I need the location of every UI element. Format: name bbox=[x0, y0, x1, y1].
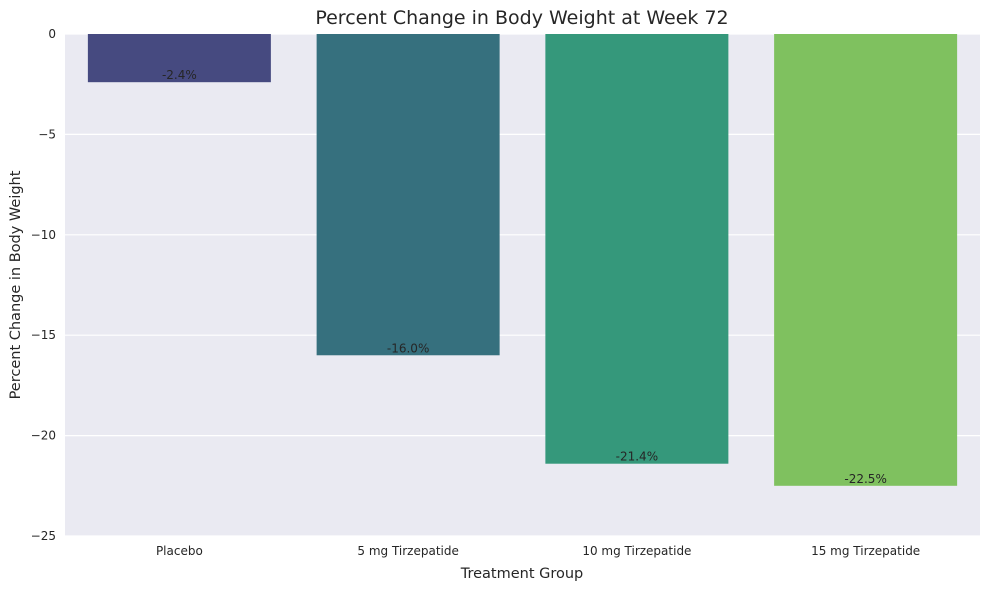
x-tick-label: 15 mg Tirzepatide bbox=[811, 544, 920, 558]
y-tick-label: −25 bbox=[31, 529, 56, 543]
x-axis-label: Treatment Group bbox=[460, 566, 584, 582]
bar bbox=[316, 34, 500, 356]
x-tick-label: 5 mg Tirzepatide bbox=[357, 544, 459, 558]
data-labels: -2.4% -16.0% -21.4% -22.5% bbox=[162, 68, 887, 486]
bar-value-label: -21.4% bbox=[616, 450, 658, 464]
bar-value-label: -16.0% bbox=[387, 341, 429, 355]
y-tick-label: −10 bbox=[31, 228, 56, 242]
bar-value-label: -2.4% bbox=[162, 68, 197, 82]
bar bbox=[545, 34, 729, 464]
bar-value-label: -22.5% bbox=[844, 472, 886, 486]
chart-title: Percent Change in Body Weight at Week 72 bbox=[315, 7, 728, 29]
y-tick-label: −5 bbox=[38, 127, 56, 141]
y-tick-label: −20 bbox=[31, 429, 56, 443]
y-tick-label: 0 bbox=[48, 27, 56, 41]
bar bbox=[87, 34, 271, 83]
y-tick-label: −15 bbox=[31, 328, 56, 342]
x-axis-ticks: Placebo 5 mg Tirzepatide 10 mg Tirzepatide… bbox=[156, 544, 920, 558]
x-tick-label: 10 mg Tirzepatide bbox=[582, 544, 691, 558]
y-axis-label: Percent Change in Body Weight bbox=[8, 170, 24, 399]
y-axis-ticks: 0 −5 −10 −15 −20 −25 bbox=[31, 27, 56, 543]
bars bbox=[87, 34, 958, 486]
bar bbox=[774, 34, 958, 486]
x-tick-label: Placebo bbox=[156, 544, 203, 558]
